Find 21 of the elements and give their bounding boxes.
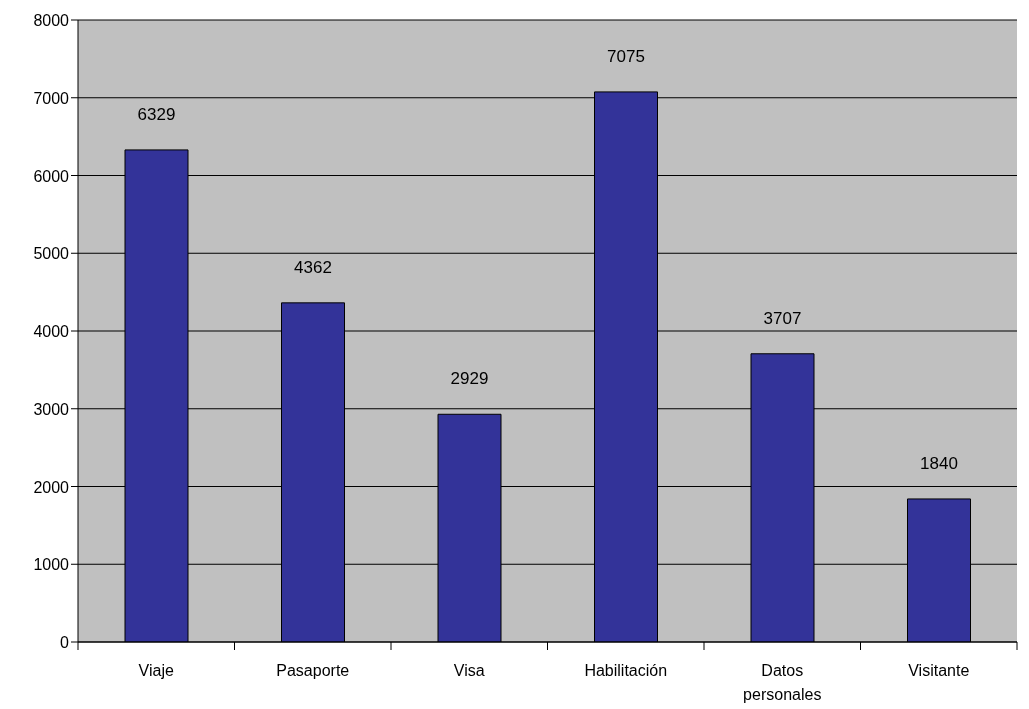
- x-tick-label: Viaje: [138, 662, 174, 679]
- y-tick-label: 7000: [33, 89, 70, 107]
- y-tick-label: 1000: [33, 556, 70, 574]
- data-label: 7075: [607, 46, 645, 66]
- x-tick-label: Habilitación: [584, 662, 668, 679]
- data-label: 1840: [920, 453, 958, 473]
- x-tick-label: Visa: [453, 662, 485, 679]
- x-tick-label: Pasaporte: [276, 662, 350, 679]
- y-tick-label: 5000: [33, 245, 70, 263]
- x-tick-label: Datos personales: [743, 662, 822, 703]
- x-tick-label: Visitante: [908, 662, 970, 679]
- y-tick-label: 0: [60, 634, 70, 651]
- y-tick-label: 4000: [33, 323, 70, 340]
- data-label: 3707: [763, 308, 802, 328]
- data-label: 2929: [450, 369, 489, 389]
- data-label: 6329: [137, 104, 176, 124]
- y-tick-label: 6000: [33, 167, 70, 185]
- y-tick-label: 3000: [33, 400, 70, 418]
- data-label: 4362: [294, 257, 332, 277]
- y-tick-label: 8000: [33, 12, 70, 29]
- y-tick-label: 2000: [33, 478, 70, 496]
